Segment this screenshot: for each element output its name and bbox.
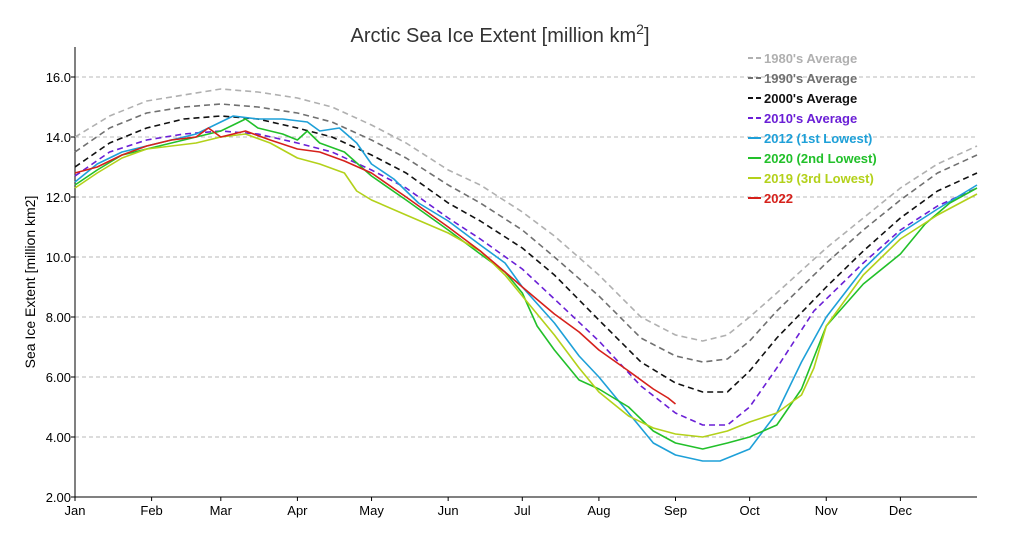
- series-line: [74, 130, 978, 426]
- legend-label: 1980's Average: [764, 51, 857, 66]
- y-tick-label: 2.00: [46, 490, 71, 505]
- y-tick-label: 10.0: [46, 250, 71, 265]
- y-tick-label: 4.00: [46, 430, 71, 445]
- legend: 1980's Average 1990's Average 2000's Avera…: [748, 51, 877, 206]
- x-tick-label: May: [359, 503, 384, 518]
- x-tick-label: Jun: [438, 503, 459, 518]
- series-line: [74, 88, 978, 342]
- x-tick-label: Sep: [664, 503, 687, 518]
- series-layer: [74, 88, 978, 462]
- x-tick-label: Feb: [140, 503, 162, 518]
- chart-title: Arctic Sea Ice Extent [million km2]: [350, 21, 649, 47]
- legend-label: 2012 (1st Lowest): [764, 131, 872, 146]
- x-tick-label: Mar: [210, 503, 233, 518]
- axes-layer: 2.00 4.00 6.00 8.00 10.0 12.0 14.0 16.0 Jan Feb Ma…: [46, 47, 977, 518]
- x-tick-label: Nov: [815, 503, 839, 518]
- legend-label: 2019 (3rd Lowest): [764, 171, 874, 186]
- legend-label: 1990's Average: [764, 71, 857, 86]
- legend-label: 2000's Average: [764, 91, 857, 106]
- series-line: [74, 127, 677, 405]
- y-tick-label: 8.00: [46, 310, 71, 325]
- y-tick-label: 12.0: [46, 190, 71, 205]
- series-line: [74, 115, 978, 393]
- y-tick-label: 14.0: [46, 130, 71, 145]
- x-tick-label: Aug: [587, 503, 610, 518]
- legend-label: 2022: [764, 191, 793, 206]
- x-tick-label: Jul: [514, 503, 531, 518]
- y-tick-label: 6.00: [46, 370, 71, 385]
- y-tick-label: 16.0: [46, 70, 71, 85]
- legend-label: 2020 (2nd Lowest): [764, 151, 877, 166]
- x-tick-label: Jan: [65, 503, 86, 518]
- x-tick-label: Dec: [889, 503, 913, 518]
- series-line: [74, 103, 978, 363]
- legend-label: 2010's Average: [764, 111, 857, 126]
- x-tick-label: Oct: [740, 503, 761, 518]
- x-tick-label: Apr: [287, 503, 308, 518]
- y-axis-label: Sea Ice Extent [million km2]: [22, 196, 38, 369]
- series-line: [74, 133, 978, 438]
